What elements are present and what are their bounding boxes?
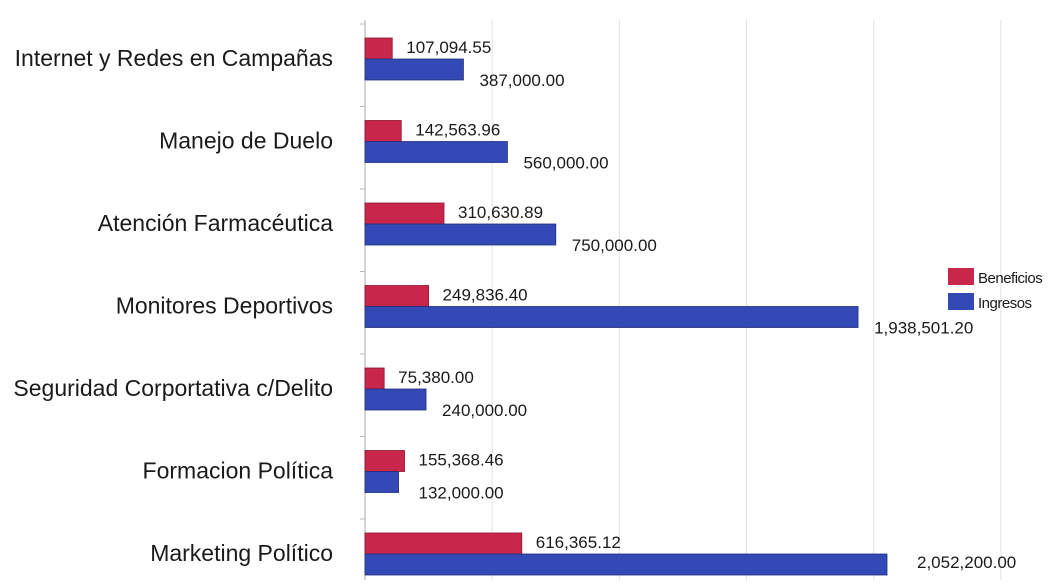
bar-beneficios bbox=[364, 285, 429, 307]
bar-beneficios bbox=[364, 120, 402, 142]
bar-ingresos bbox=[364, 553, 888, 576]
data-labels: 107,094.55 387,000.00 142,563.96 560,000.00… bbox=[398, 38, 1016, 572]
category-label: Atención Farmacéutica bbox=[98, 210, 333, 236]
category-label: Manejo de Duelo bbox=[159, 128, 333, 154]
bar-ingresos bbox=[364, 223, 557, 246]
data-label-beneficios: 142,563.96 bbox=[415, 121, 500, 140]
category-label: Internet y Redes en Campañas bbox=[15, 45, 333, 71]
bar-beneficios bbox=[364, 532, 523, 555]
category-label: Formacion Política bbox=[143, 458, 334, 484]
data-label-ingresos: 750,000.00 bbox=[572, 236, 657, 255]
data-label-beneficios: 616,365.12 bbox=[536, 533, 621, 552]
category-labels: Internet y Redes en Campañas Manejo de Du… bbox=[13, 45, 333, 566]
bar-ingresos bbox=[364, 141, 508, 163]
category-label: Marketing Político bbox=[150, 540, 333, 566]
legend-swatch-beneficios bbox=[948, 268, 974, 285]
legend-swatch-ingresos bbox=[948, 293, 974, 310]
data-label-ingresos: 387,000.00 bbox=[479, 71, 564, 90]
bars bbox=[364, 37, 888, 576]
legend: Beneficios Ingresos bbox=[948, 268, 1043, 312]
legend-label-ingresos: Ingresos bbox=[978, 295, 1032, 312]
bar-beneficios bbox=[364, 450, 405, 472]
data-label-beneficios: 310,630.89 bbox=[458, 203, 543, 222]
bar-beneficios bbox=[364, 367, 385, 390]
data-label-ingresos: 1,938,501.20 bbox=[874, 319, 973, 338]
data-label-ingresos: 560,000.00 bbox=[523, 154, 608, 173]
bar-ingresos bbox=[364, 306, 859, 328]
bar-ingresos bbox=[364, 58, 464, 81]
legend-label-beneficios: Beneficios bbox=[978, 270, 1042, 287]
data-label-ingresos: 132,000.00 bbox=[419, 484, 504, 503]
data-label-beneficios: 107,094.55 bbox=[406, 38, 491, 57]
data-label-beneficios: 75,380.00 bbox=[398, 368, 474, 387]
data-label-ingresos: 2,052,200.00 bbox=[917, 553, 1016, 572]
data-label-ingresos: 240,000.00 bbox=[442, 401, 527, 420]
bar-beneficios bbox=[364, 37, 393, 60]
category-label: Seguridad Corportativa c/Delito bbox=[13, 375, 333, 401]
data-label-beneficios: 249,836.40 bbox=[443, 286, 528, 305]
category-label: Monitores Deportivos bbox=[116, 293, 333, 319]
bar-ingresos bbox=[364, 471, 399, 493]
bar-ingresos bbox=[364, 388, 427, 411]
bar-beneficios bbox=[364, 202, 445, 225]
data-label-beneficios: 155,368.46 bbox=[419, 451, 504, 470]
